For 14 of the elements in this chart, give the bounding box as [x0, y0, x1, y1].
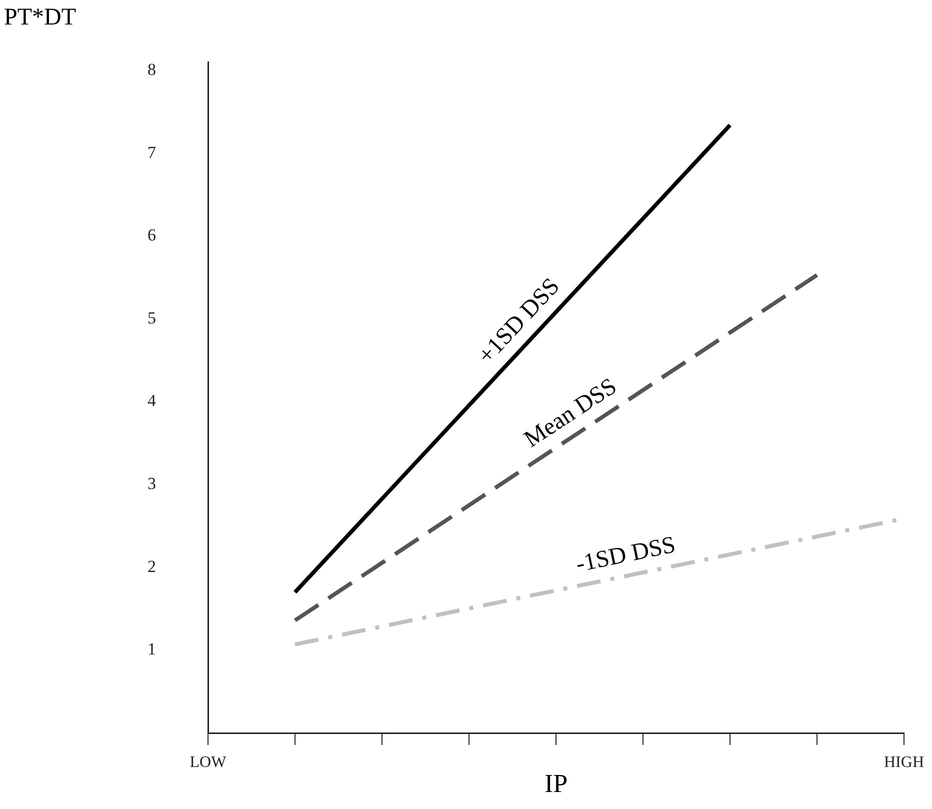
- y-tick-label: 5: [148, 308, 156, 328]
- x-axis-title: IP: [544, 769, 568, 798]
- y-tick-label: 1: [148, 640, 156, 659]
- y-tick-label: 8: [148, 60, 156, 79]
- y-tick-label: 7: [148, 142, 156, 162]
- y-tick-label: 2: [148, 556, 156, 576]
- y-tick-label: 6: [148, 226, 156, 245]
- y-axis-title: PT*DT: [4, 4, 76, 30]
- y-tick-label: 4: [148, 391, 156, 410]
- text: -1SD DSS: [574, 532, 678, 578]
- x-tick-label: HIGH: [884, 754, 924, 771]
- x-tick-label: LOW: [190, 754, 228, 771]
- text: Mean DSS: [520, 373, 622, 453]
- y-tick-label: 3: [148, 474, 156, 494]
